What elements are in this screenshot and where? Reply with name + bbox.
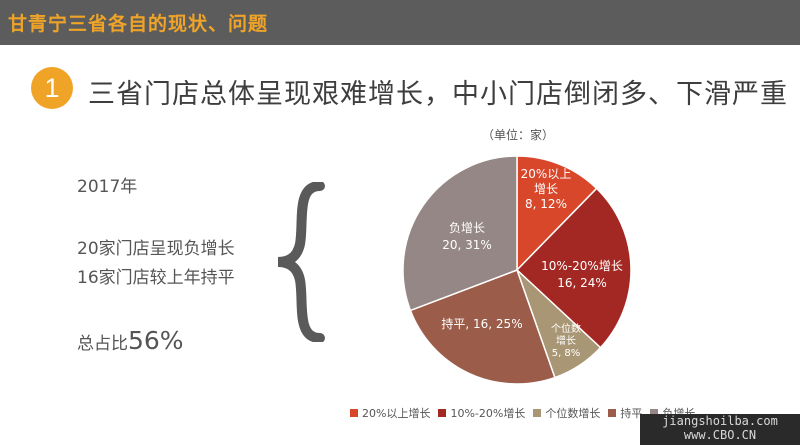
pie-slice xyxy=(515,187,632,349)
pie-slice-label: 10%-20%增长 16, 24% xyxy=(541,259,623,290)
legend-item: 20%以上增长 xyxy=(350,405,430,421)
summary-total: 总占比56% xyxy=(77,326,184,355)
summary-total-value: 56% xyxy=(128,326,184,355)
legend-item: 持平 xyxy=(608,405,642,421)
summary-line-flat: 16家门店较上年持平 xyxy=(77,268,235,288)
legend-label: 持平 xyxy=(620,407,643,420)
header-title: 甘青宁三省各自的现状、问题 xyxy=(8,13,269,35)
pie-slice xyxy=(402,155,518,312)
summary-total-label: 总占比 xyxy=(77,334,128,354)
pie-slice-label: 个位数增长 5, 8% xyxy=(551,322,581,359)
pie-slice-label: 负增长 20, 31% xyxy=(442,221,492,252)
chart-unit-label: （单位：家） xyxy=(482,128,555,142)
watermark-line-2: www.CBO.CN xyxy=(683,428,757,442)
pie-slice xyxy=(516,155,598,272)
curly-brace-icon xyxy=(277,182,325,342)
legend-label: 个位数增长 xyxy=(545,407,601,420)
legend-item: 10%-20%增长 xyxy=(438,405,525,421)
summary-year: 2017年 xyxy=(77,177,138,197)
legend-swatch xyxy=(350,409,358,417)
legend-label: 10%-20%增长 xyxy=(450,407,526,420)
header-bar: 甘青宁三省各自的现状、问题 xyxy=(0,0,800,45)
pie-slice-label: 20%以上增长 8, 12% xyxy=(521,167,572,211)
legend-label: 20%以上增长 xyxy=(362,407,431,420)
watermark: jiangshoilba.com www.CBO.CN xyxy=(640,414,800,445)
legend-swatch xyxy=(533,409,542,417)
pie-slice-label: 持平, 16, 25% xyxy=(441,316,522,331)
legend-swatch xyxy=(608,409,617,417)
legend-swatch xyxy=(650,409,659,417)
summary-line-negative: 20家门店呈现负增长 xyxy=(77,239,235,259)
section-headline: 三省门店总体呈现艰难增长，中小门店倒闭多、下滑严重 xyxy=(88,79,788,110)
legend-swatch xyxy=(438,409,447,417)
watermark-line-1: jiangshoilba.com xyxy=(662,414,778,428)
pie-slice xyxy=(409,269,556,385)
legend-item: 个位数增长 xyxy=(533,405,600,421)
section-number-badge: 1 xyxy=(31,67,73,109)
